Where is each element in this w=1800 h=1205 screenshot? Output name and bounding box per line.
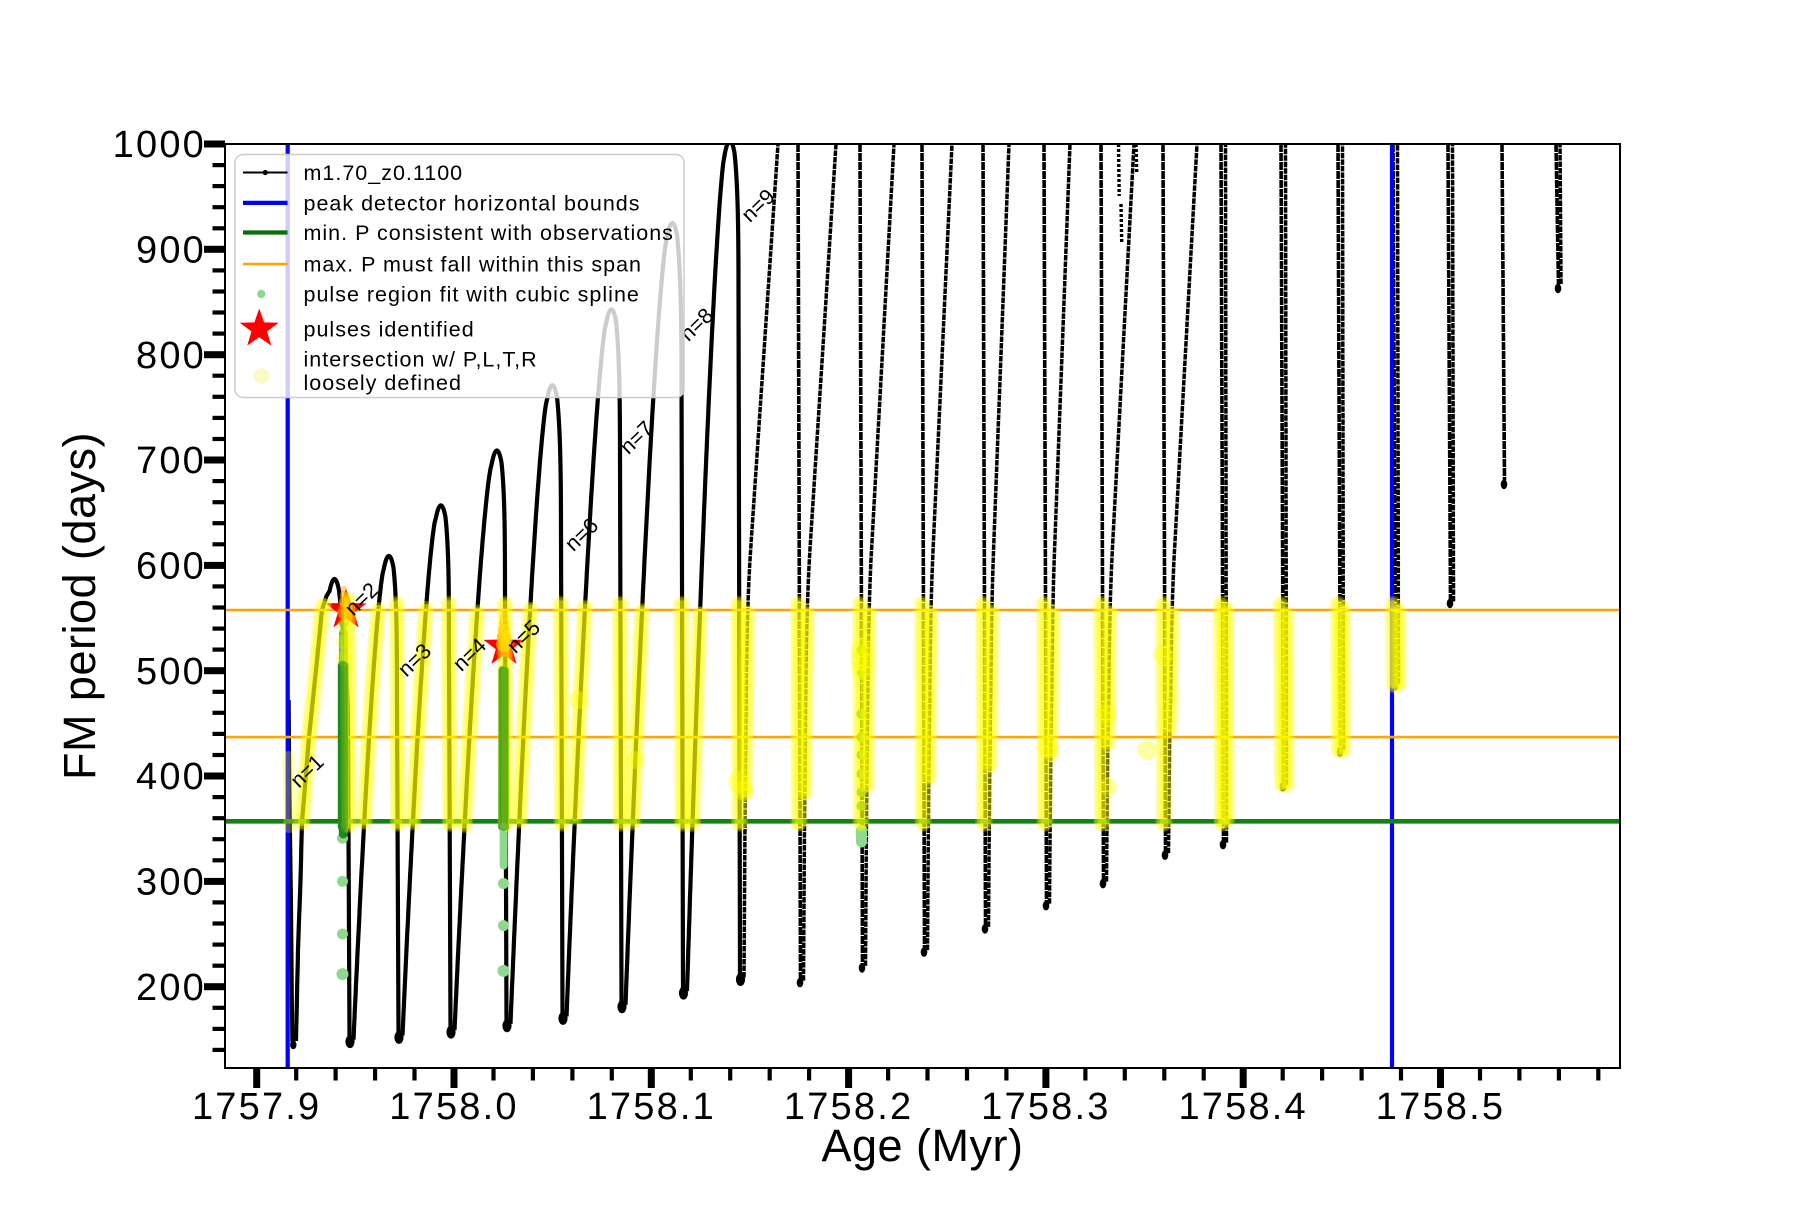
svg-text:1758.1: 1758.1 <box>587 1086 716 1128</box>
svg-text:intersection w/ P,L,T,R: intersection w/ P,L,T,R <box>304 348 538 372</box>
svg-text:600: 600 <box>136 546 206 588</box>
svg-text:900: 900 <box>136 230 206 272</box>
svg-text:1758.0: 1758.0 <box>389 1086 518 1128</box>
svg-text:FM period (days): FM period (days) <box>54 432 105 780</box>
svg-text:max. P must fall within this s: max. P must fall within this span <box>304 253 643 277</box>
svg-text:loosely defined: loosely defined <box>304 371 462 395</box>
svg-text:400: 400 <box>136 756 206 798</box>
svg-text:700: 700 <box>136 440 206 482</box>
svg-text:1000: 1000 <box>113 124 206 166</box>
svg-text:pulse region fit with cubic sp: pulse region fit with cubic spline <box>304 283 640 307</box>
svg-text:800: 800 <box>136 335 206 377</box>
svg-text:1758.5: 1758.5 <box>1376 1086 1505 1128</box>
svg-text:200: 200 <box>136 967 206 1009</box>
svg-text:1757.9: 1757.9 <box>192 1086 321 1128</box>
svg-text:Age (Myr): Age (Myr) <box>821 1120 1023 1171</box>
svg-text:1758.4: 1758.4 <box>1178 1086 1307 1128</box>
svg-text:500: 500 <box>136 651 206 693</box>
svg-text:min. P consistent with observa: min. P consistent with observations <box>304 221 674 245</box>
svg-text:300: 300 <box>136 862 206 904</box>
svg-text:pulses identified: pulses identified <box>304 318 475 342</box>
svg-text:peak detector horizontal bound: peak detector horizontal bounds <box>304 191 641 215</box>
svg-text:m1.70_z0.1100: m1.70_z0.1100 <box>304 161 464 185</box>
